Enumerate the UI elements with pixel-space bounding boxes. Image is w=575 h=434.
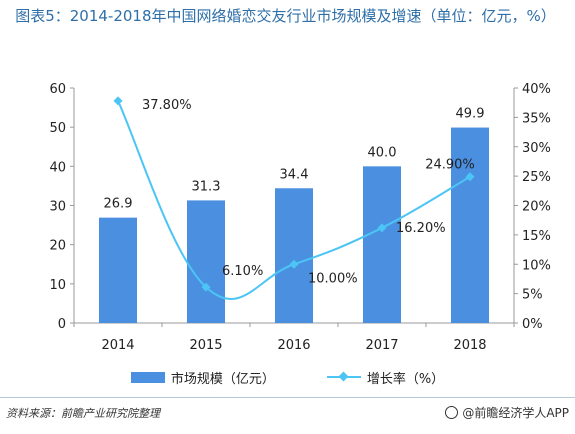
y-left-tick-label: 30 bbox=[49, 200, 66, 215]
growth-rate-line bbox=[117, 100, 471, 301]
footer-divider bbox=[0, 397, 575, 398]
brand-text: @前瞻经济学人APP bbox=[462, 406, 569, 420]
bar bbox=[363, 166, 401, 323]
legend: 市场规模（亿元） 增长率（%） bbox=[0, 366, 575, 388]
growth-rate-label: 10.00% bbox=[308, 271, 358, 286]
y-right-tick-label: 10% bbox=[522, 258, 551, 273]
bar bbox=[187, 200, 225, 323]
y-right-tick-label: 25% bbox=[522, 170, 551, 185]
x-tick-label: 2015 bbox=[189, 338, 222, 353]
x-tick-label: 2018 bbox=[453, 338, 486, 353]
y-left-tick-label: 10 bbox=[49, 278, 66, 293]
y-right-tick-label: 40% bbox=[522, 82, 551, 97]
y-left-tick-label: 40 bbox=[49, 160, 66, 175]
bar bbox=[451, 127, 489, 323]
growth-rate-marker bbox=[377, 223, 387, 233]
growth-rate-marker bbox=[113, 96, 123, 106]
brand-logo-icon bbox=[445, 406, 459, 419]
y-left-tick-label: 60 bbox=[49, 82, 66, 97]
source-note: 资料来源：前瞻产业研究院整理 bbox=[6, 407, 160, 420]
legend-line-label: 增长率（%） bbox=[366, 371, 445, 387]
y-right-tick-label: 30% bbox=[522, 141, 551, 156]
y-right-tick-label: 35% bbox=[522, 111, 551, 126]
y-right-tick-label: 20% bbox=[522, 200, 551, 215]
bar-value-label: 49.9 bbox=[456, 107, 485, 122]
growth-rate-marker bbox=[201, 282, 211, 292]
legend-bar-swatch bbox=[130, 371, 165, 383]
legend-bar-label: 市场规模（亿元） bbox=[170, 371, 275, 387]
y-right-tick-label: 0% bbox=[522, 317, 543, 332]
x-tick-label: 2017 bbox=[365, 338, 398, 353]
chart-title: 图表5：2014-2018年中国网络婚恋交友行业市场规模及增速（单位：亿元，%） bbox=[15, 7, 556, 25]
growth-rate-label: 6.10% bbox=[222, 264, 263, 279]
y-left-tick-label: 50 bbox=[49, 121, 66, 136]
legend-line-swatch bbox=[326, 371, 361, 383]
bar bbox=[275, 188, 313, 323]
bar-value-label: 40.0 bbox=[368, 145, 397, 160]
bar-value-label: 31.3 bbox=[192, 179, 221, 194]
y-right-tick-label: 5% bbox=[522, 288, 543, 303]
growth-rate-label: 37.80% bbox=[142, 98, 192, 113]
growth-rate-label: 24.90% bbox=[425, 158, 475, 173]
bar-value-label: 26.9 bbox=[104, 197, 133, 212]
bar-value-label: 34.4 bbox=[280, 167, 309, 182]
brand-tag: @前瞻经济学人APP bbox=[445, 404, 569, 421]
y-left-tick-label: 0 bbox=[58, 317, 66, 332]
x-tick-label: 2016 bbox=[277, 338, 310, 353]
legend-item-line: 增长率（%） bbox=[326, 368, 445, 387]
y-left-tick-label: 20 bbox=[49, 239, 66, 254]
y-right-tick-label: 15% bbox=[522, 229, 551, 244]
bar bbox=[99, 217, 137, 323]
x-tick-label: 2014 bbox=[101, 338, 134, 353]
growth-rate-marker bbox=[289, 259, 299, 269]
growth-rate-marker bbox=[465, 172, 475, 182]
legend-item-bar: 市场规模（亿元） bbox=[130, 368, 275, 387]
growth-rate-label: 16.20% bbox=[396, 221, 446, 236]
